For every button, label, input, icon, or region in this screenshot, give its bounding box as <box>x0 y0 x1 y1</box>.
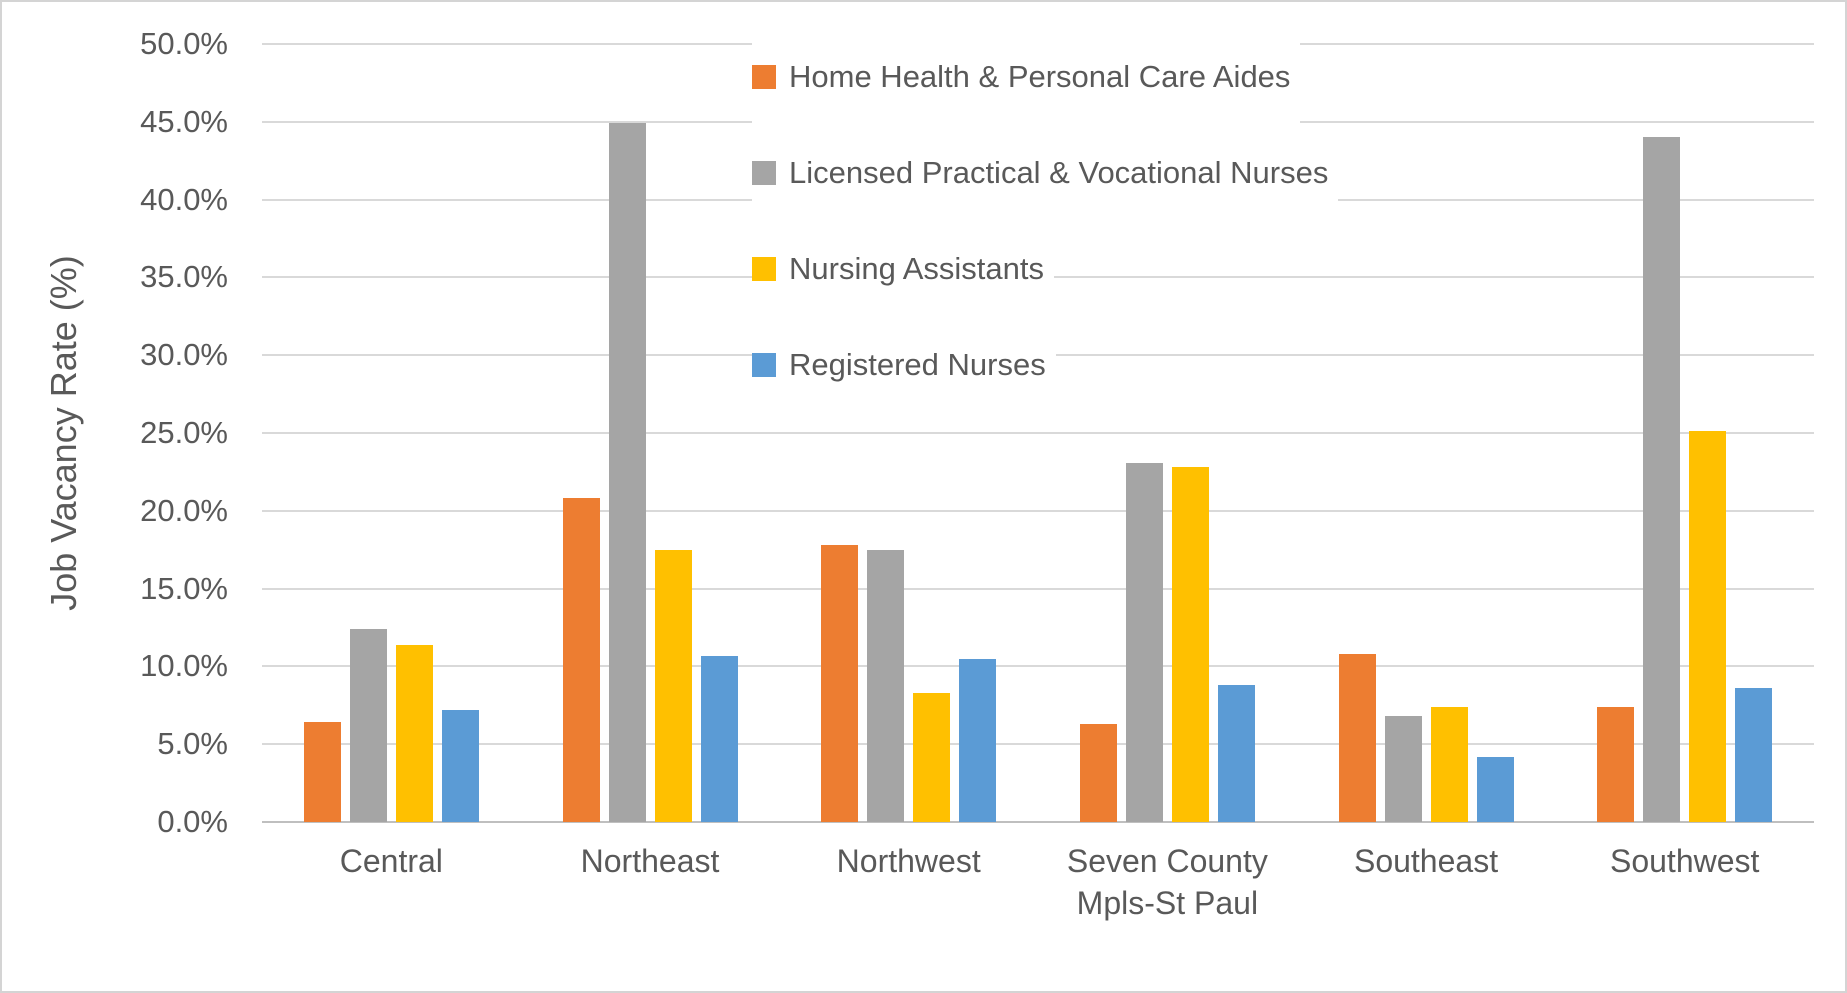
y-tick-label: 25.0% <box>140 415 228 450</box>
bar-groups <box>262 44 1814 822</box>
legend-label: Home Health & Personal Care Aides <box>789 59 1291 94</box>
bar <box>1125 462 1163 822</box>
y-gridline <box>262 432 1814 434</box>
y-tick-label: 20.0% <box>140 492 228 528</box>
legend-marker-square-icon <box>752 257 776 281</box>
y-tick-label: 35.0% <box>140 259 228 295</box>
bar <box>1430 706 1468 822</box>
bar <box>441 709 479 822</box>
legend-entry: Home Health & Personal Care Aides <box>752 29 1301 125</box>
bar-group <box>779 44 1038 822</box>
bar <box>1217 685 1255 822</box>
y-tick-label: 0.0% <box>157 804 228 839</box>
bar <box>562 498 600 822</box>
legend-marker-square-icon <box>752 65 776 89</box>
bar-group <box>1297 44 1556 822</box>
bar <box>959 658 997 822</box>
bar <box>1643 137 1681 822</box>
bar <box>608 123 646 822</box>
legend-entry: Nursing Assistants <box>752 221 1054 317</box>
bar-group <box>1038 44 1297 822</box>
y-gridline <box>262 743 1814 746</box>
bar <box>303 722 341 822</box>
y-tick-label: 45.0% <box>140 103 228 139</box>
legend: Home Health & Personal Care Aides Licens… <box>752 29 1339 413</box>
y-gridline <box>262 665 1814 668</box>
y-tick-label: 30.0% <box>140 337 228 373</box>
bar <box>1476 756 1514 822</box>
x-axis-labels: Central Northeast Northwest Seven County Mp… <box>262 840 1814 924</box>
bar-group <box>521 44 780 822</box>
y-tick-label: 5.0% <box>157 726 228 762</box>
plot-area <box>262 43 1814 823</box>
y-axis-ticks: 50.0% 45.0% 40.0% 35.0% 30.0% 25.0% 20.0% 15.0%… <box>2 2 228 991</box>
legend-entry: Registered Nurses <box>752 317 1056 413</box>
bar <box>1338 653 1376 822</box>
bar <box>867 549 905 822</box>
bar <box>913 692 951 822</box>
bar <box>1079 723 1117 822</box>
bar <box>1171 467 1209 822</box>
bar-group <box>1555 44 1814 822</box>
bar <box>395 644 433 822</box>
y-gridline <box>262 587 1814 590</box>
bar <box>654 549 692 822</box>
legend-marker-square-icon <box>752 353 776 377</box>
y-gridline <box>262 509 1814 512</box>
legend-entry: Licensed Practical & Vocational Nurses <box>752 125 1339 221</box>
x-axis-label: Southwest <box>1609 843 1760 879</box>
y-tick-label: 40.0% <box>140 181 228 217</box>
legend-label: Nursing Assistants <box>789 251 1044 286</box>
bar <box>1689 431 1727 822</box>
x-axis-label: Seven County Mpls-St Paul <box>1066 843 1268 921</box>
y-tick-label: 50.0% <box>140 26 228 61</box>
x-axis-label: Central <box>339 843 443 879</box>
y-tick-label: 15.0% <box>140 570 228 606</box>
x-axis-line <box>262 821 1814 823</box>
legend-label: Registered Nurses <box>789 347 1046 382</box>
x-axis-label: Southeast <box>1353 843 1499 879</box>
x-axis-label: Northeast <box>580 843 720 879</box>
legend-label: Licensed Practical & Vocational Nurses <box>789 155 1329 190</box>
x-axis-label: Northwest <box>836 843 981 879</box>
y-tick-label: 10.0% <box>140 648 228 684</box>
bar <box>1735 688 1773 822</box>
legend-marker-square-icon <box>752 161 776 185</box>
bar <box>700 655 738 822</box>
bar <box>821 545 859 822</box>
bar <box>1597 706 1635 822</box>
bar <box>1384 716 1422 822</box>
bar <box>349 629 387 822</box>
bar-group <box>262 44 521 822</box>
